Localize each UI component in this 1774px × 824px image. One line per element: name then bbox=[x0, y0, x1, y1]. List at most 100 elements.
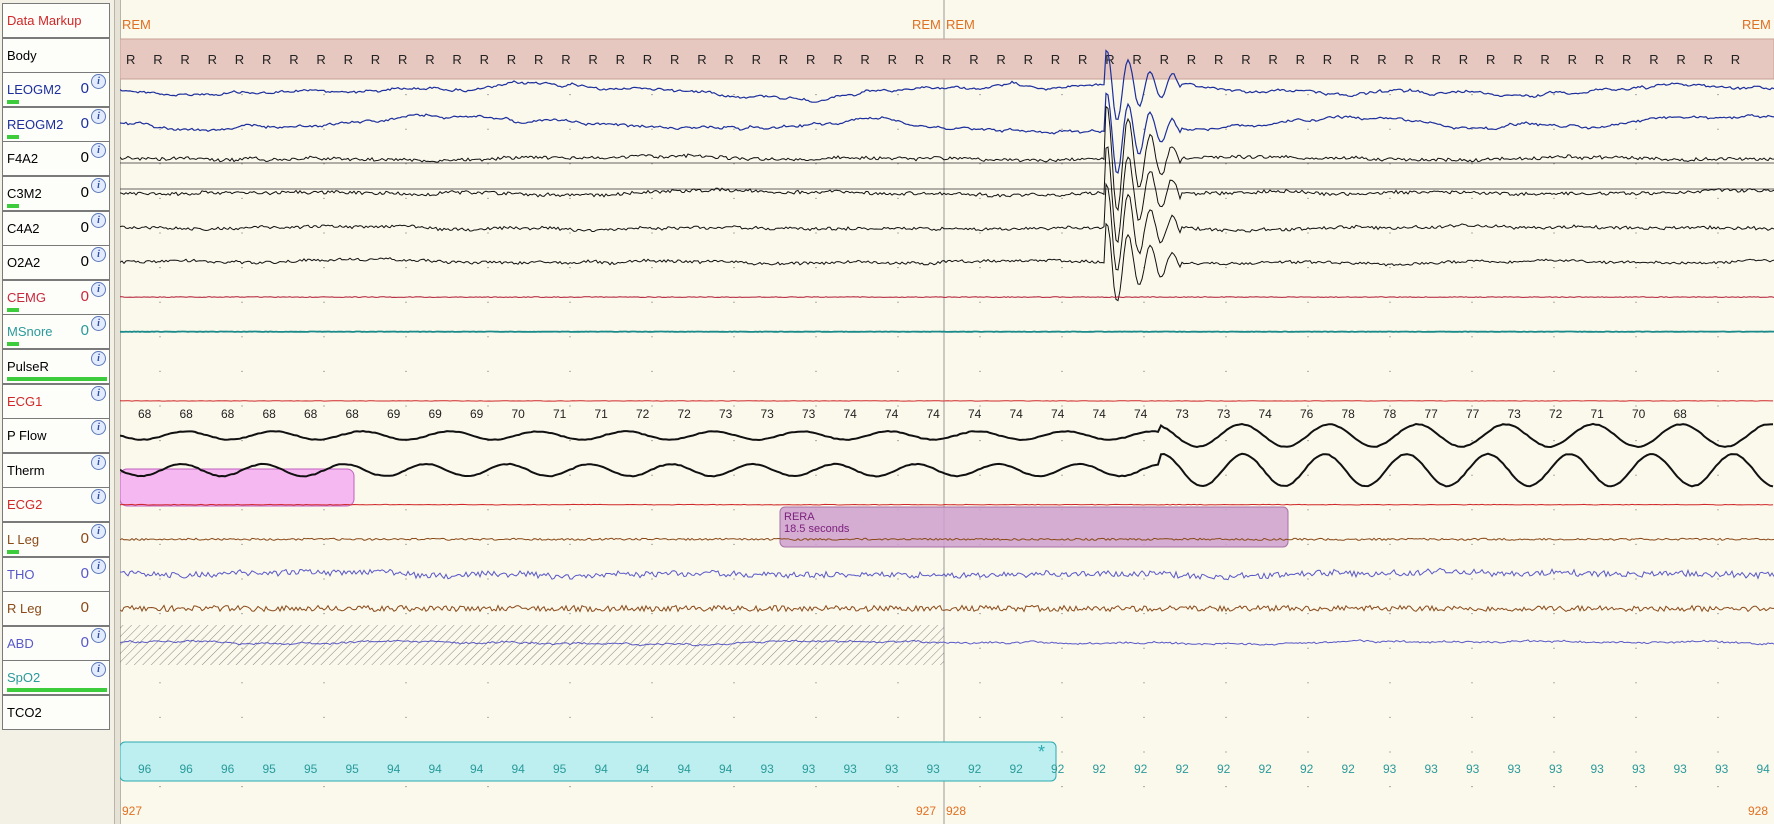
channel-name: C3M2 bbox=[7, 186, 42, 201]
channel-label-data-markup[interactable]: Data Markup bbox=[2, 3, 110, 38]
channel-info-icon[interactable]: i bbox=[91, 351, 106, 366]
pulse-rate-value: 78 bbox=[1342, 407, 1356, 421]
channel-info-icon[interactable]: i bbox=[91, 627, 106, 643]
grid-dot bbox=[569, 370, 571, 372]
channel-info-icon[interactable]: i bbox=[91, 108, 106, 124]
grid-dot bbox=[1717, 197, 1719, 199]
grid-dot bbox=[815, 267, 817, 269]
tho-trace bbox=[120, 567, 1774, 581]
channel-label-abd[interactable]: ABD 0 i bbox=[2, 625, 110, 661]
channel-info-icon[interactable]: i bbox=[91, 489, 106, 505]
channel-label-therm[interactable]: Therm i bbox=[2, 452, 110, 488]
grid-dot bbox=[815, 405, 817, 407]
grid-dot bbox=[1061, 613, 1063, 615]
channel-info-icon[interactable]: i bbox=[91, 247, 106, 263]
channel-label-o2a2[interactable]: O2A2 0 i bbox=[2, 245, 110, 281]
channel-info-icon[interactable]: i bbox=[91, 281, 106, 297]
spo2-value: 96 bbox=[138, 762, 152, 776]
grid-dot bbox=[1061, 474, 1063, 476]
grid-dot bbox=[733, 405, 735, 407]
channel-info-icon[interactable]: i bbox=[91, 212, 106, 228]
channel-info-icon[interactable]: i bbox=[91, 143, 106, 159]
channel-label-body[interactable]: Body bbox=[2, 37, 110, 73]
channel-label-cemg[interactable]: CEMG 0 i bbox=[2, 279, 110, 315]
spo2-value: 93 bbox=[1383, 762, 1397, 776]
spo2-value: 93 bbox=[1466, 762, 1480, 776]
channel-info-icon[interactable]: i bbox=[91, 662, 106, 678]
grid-dot bbox=[651, 197, 653, 199]
spo2-value: 94 bbox=[387, 762, 401, 776]
grid-dot bbox=[569, 716, 571, 719]
channel-label-c4a2[interactable]: C4A2 0 i bbox=[2, 210, 110, 246]
channel-label-leogm2[interactable]: LEOGM2 0 i bbox=[2, 72, 110, 108]
panel-splitter[interactable] bbox=[114, 0, 121, 824]
spo2-value: 92 bbox=[1217, 762, 1231, 776]
channel-baseline-value: 0 bbox=[80, 80, 89, 98]
channel-label-spo2[interactable]: SpO2 i bbox=[2, 660, 110, 696]
channel-label-c3m2[interactable]: C3M2 0 i bbox=[2, 176, 110, 211]
channel-label-f4a2[interactable]: F4A2 0 i bbox=[2, 141, 110, 177]
channel-label-msnore[interactable]: MSnore 0 i bbox=[2, 314, 110, 350]
grid-dot bbox=[569, 197, 571, 199]
pulse-rate-value: 71 bbox=[1591, 407, 1605, 421]
spo2-value: 95 bbox=[346, 762, 360, 776]
grid-dot bbox=[651, 716, 653, 719]
channel-label-l-leg[interactable]: L Leg 0 i bbox=[2, 522, 110, 557]
channel-label-p-flow[interactable]: P Flow i bbox=[2, 418, 110, 454]
grid-dot bbox=[1307, 716, 1309, 719]
grid-dot bbox=[569, 543, 571, 546]
channel-info-icon[interactable]: i bbox=[91, 454, 106, 470]
channel-info-icon[interactable]: i bbox=[91, 178, 106, 193]
channel-label-ecg2[interactable]: ECG2 i bbox=[2, 487, 110, 523]
body-position-marker: R bbox=[1268, 52, 1277, 67]
spo2-value: 94 bbox=[429, 762, 443, 776]
channel-label-r-leg[interactable]: R Leg 0 bbox=[2, 591, 110, 627]
grid-dot bbox=[651, 509, 653, 511]
grid-dot bbox=[1717, 163, 1719, 165]
channel-label-tho[interactable]: THO 0 i bbox=[2, 556, 110, 592]
body-position-marker: R bbox=[670, 52, 679, 67]
signal-canvas[interactable]: R R R R R R R R R R R R R R R R R R R R R R R R R R R R R R R R R R R R R R R R… bbox=[120, 0, 1774, 824]
c4a2-trace bbox=[120, 182, 1774, 271]
grid-dot bbox=[1471, 301, 1473, 303]
grid-dot bbox=[979, 267, 981, 269]
grid-dot bbox=[733, 786, 735, 788]
grid-dot bbox=[815, 440, 817, 442]
grid-dot bbox=[651, 682, 653, 684]
spo2-value: 94 bbox=[636, 762, 650, 776]
grid-dot bbox=[323, 267, 325, 269]
grid-dot bbox=[405, 474, 407, 476]
channel-label-tco2[interactable]: TCO2 bbox=[2, 695, 110, 730]
grid-dot bbox=[1389, 474, 1391, 476]
channel-label-reogm2[interactable]: REOGM2 0 i bbox=[2, 106, 110, 142]
grid-dot bbox=[979, 440, 981, 442]
epoch-number: 928 bbox=[946, 804, 966, 818]
grid-dot bbox=[1389, 613, 1391, 615]
channel-info-icon[interactable]: i bbox=[91, 420, 106, 436]
channel-info-icon[interactable]: i bbox=[91, 316, 106, 332]
grid-dot bbox=[487, 163, 489, 165]
body-position-marker: R bbox=[942, 52, 951, 67]
grid-dot bbox=[1225, 786, 1227, 788]
grid-dot bbox=[815, 613, 817, 615]
r-leg-trace bbox=[120, 604, 1774, 613]
spo2-value: 95 bbox=[553, 762, 567, 776]
spo2-value: 96 bbox=[180, 762, 194, 776]
grid-dot bbox=[979, 647, 981, 649]
channel-info-icon[interactable]: i bbox=[91, 74, 106, 90]
channel-info-icon[interactable]: i bbox=[91, 524, 106, 539]
grid-dot bbox=[1061, 197, 1063, 199]
channel-info-icon[interactable]: i bbox=[91, 558, 106, 574]
body-position-band bbox=[120, 38, 1774, 80]
channel-label-ecg1[interactable]: ECG1 i bbox=[2, 383, 110, 419]
grid-dot bbox=[405, 786, 407, 788]
channel-label-pulser[interactable]: PulseR i bbox=[2, 349, 110, 384]
grid-dot bbox=[1061, 163, 1063, 165]
grid-dot bbox=[1635, 336, 1637, 338]
signal-plot-area[interactable]: R R R R R R R R R R R R R R R R R R R R R R R R R R R R R R R R R R R R R R R R… bbox=[120, 0, 1774, 824]
body-position-marker: R bbox=[371, 52, 380, 67]
grid-dot bbox=[159, 578, 161, 580]
grid-dot bbox=[1307, 786, 1309, 788]
channel-info-icon[interactable]: i bbox=[91, 385, 106, 401]
grid-dot bbox=[241, 543, 243, 546]
